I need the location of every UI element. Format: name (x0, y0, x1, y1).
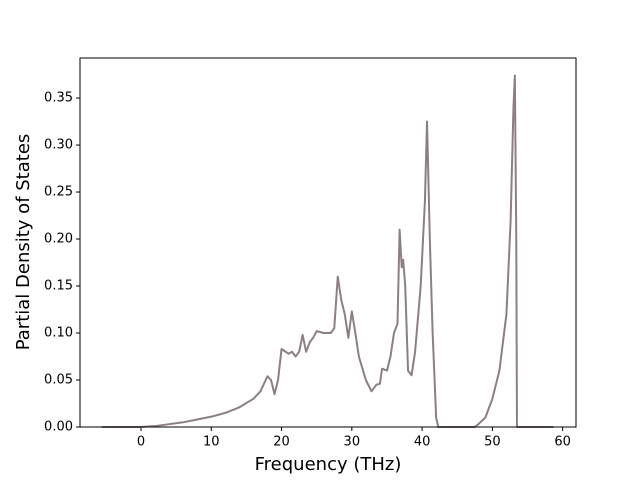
y-tick-label: 0.05 (44, 373, 73, 388)
y-tick-label: 0.20 (44, 232, 73, 247)
x-tick-label: 0 (137, 435, 145, 450)
x-tick-label: 60 (554, 435, 571, 450)
y-axis-label: Partial Density of States (13, 134, 34, 351)
x-tick-label: 40 (414, 435, 431, 450)
x-axis-label: Frequency (THz) (255, 454, 402, 475)
y-tick-label: 0.35 (44, 91, 73, 106)
y-tick-label: 0.00 (44, 420, 73, 435)
x-tick-label: 20 (273, 435, 290, 450)
x-tick-label: 30 (344, 435, 361, 450)
y-tick-label: 0.15 (44, 279, 73, 294)
y-tick-label: 0.10 (44, 326, 73, 341)
plot-frame (79, 57, 577, 428)
x-tick-label: 50 (484, 435, 501, 450)
x-tick-label: 10 (203, 435, 220, 450)
line (101, 74, 554, 428)
y-tick-label: 0.30 (44, 138, 73, 153)
y-tick-label: 0.25 (44, 185, 73, 200)
